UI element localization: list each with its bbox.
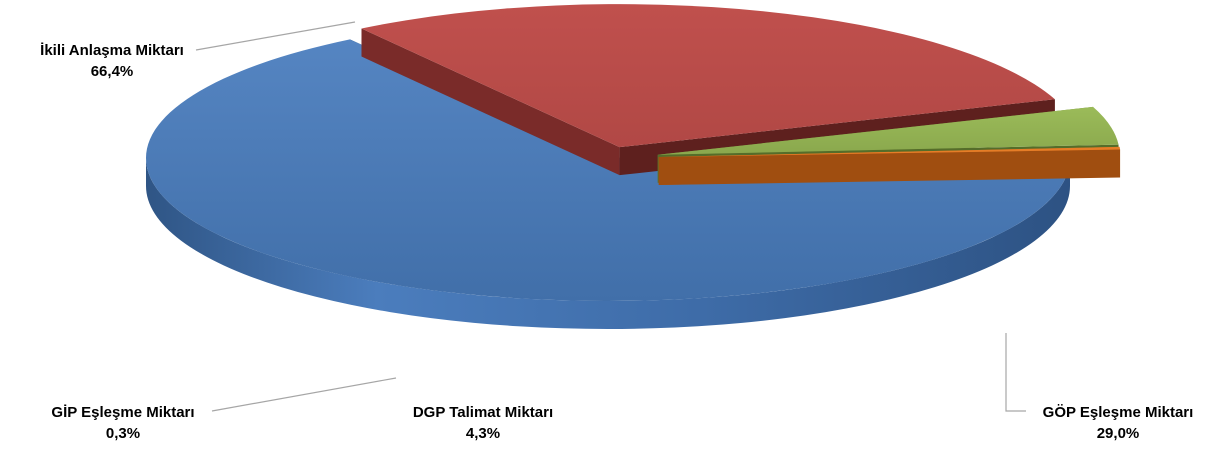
pie-slice-gip xyxy=(658,146,1121,186)
label-name-gip: GİP Eşleşme Miktarı xyxy=(51,404,194,421)
label-name-dgp: DGP Talimat Miktarı xyxy=(413,404,553,421)
slice-wall-gip xyxy=(658,149,1121,186)
leader-line-ikili xyxy=(195,21,356,51)
label-name-gop: GÖP Eşleşme Miktarı xyxy=(1043,404,1194,421)
label-name-ikili: İkili Anlaşma Miktarı xyxy=(40,42,184,59)
pie-slices xyxy=(145,4,1121,329)
label-value-ikili: 66,4% xyxy=(91,63,134,80)
label-value-gip: 0,3% xyxy=(106,425,140,442)
label-value-dgp: 4,3% xyxy=(466,425,500,442)
leader-line-gop xyxy=(1005,333,1026,412)
leader-lines xyxy=(195,21,1026,412)
slice-top-gip xyxy=(658,146,1121,158)
slice-top-dgp xyxy=(657,106,1119,155)
slice-top-gop xyxy=(361,4,1055,148)
slice-wall-gop xyxy=(361,28,620,176)
data-labels: İkili Anlaşma Miktarı 66,4% GÖP Eşleşme … xyxy=(40,42,1193,442)
slice-side-ikili xyxy=(146,158,1070,329)
label-value-gop: 29,0% xyxy=(1097,425,1140,442)
slice-top-ikili xyxy=(145,39,1071,302)
leader-line-gip xyxy=(211,377,397,412)
